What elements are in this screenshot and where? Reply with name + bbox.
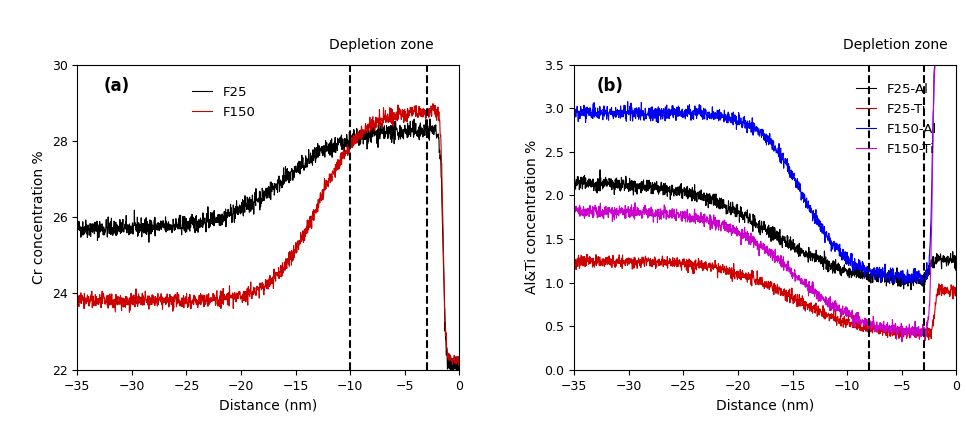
F25: [272, 177, 284, 182]
Legend: F25, F150: F25, F150: [187, 80, 261, 124]
F150-Al: [951, 30, 962, 35]
F25-Al: [662, 183, 673, 188]
Text: (a): (a): [104, 77, 130, 95]
Line: F150-Ti: F150-Ti: [574, 20, 956, 342]
F25-Ti: [769, 284, 781, 289]
Y-axis label: Cr concentration %: Cr concentration %: [32, 150, 46, 284]
F150-Al: [700, 108, 712, 113]
F150: [454, 355, 466, 360]
Line: F25-Al: F25-Al: [574, 170, 956, 290]
F150-Ti: [946, 25, 957, 31]
F25: [446, 371, 458, 376]
F25: [424, 117, 436, 122]
F25: [382, 126, 393, 131]
F150-Ti: [661, 208, 672, 213]
F25: [203, 225, 214, 230]
Line: F25-Ti: F25-Ti: [574, 254, 956, 341]
F25: [164, 226, 176, 231]
F150: [453, 363, 465, 368]
F150-Ti: [878, 325, 890, 330]
F25-Ti: [662, 263, 673, 268]
F150-Ti: [568, 206, 580, 212]
F25-Ti: [568, 258, 580, 263]
F150-Ti: [745, 242, 756, 247]
F150-Al: [896, 282, 908, 287]
F150: [164, 292, 176, 297]
F150-Ti: [896, 339, 908, 344]
F25-Al: [594, 167, 606, 172]
F25-Ti: [946, 282, 957, 287]
F150-Al: [878, 270, 890, 275]
X-axis label: Distance (nm): Distance (nm): [219, 398, 318, 412]
F150-Al: [661, 102, 672, 108]
F25-Al: [905, 287, 917, 292]
F150-Ti: [769, 254, 781, 259]
Text: Depletion zone: Depletion zone: [843, 38, 948, 52]
F25-Al: [700, 193, 712, 198]
Legend: F25-Al, F25-Ti, F150-Al, F150-Ti: F25-Al, F25-Ti, F150-Al, F150-Ti: [851, 77, 942, 161]
F25-Al: [568, 180, 580, 185]
Text: (b): (b): [597, 77, 624, 95]
F25: [448, 361, 460, 366]
F150: [382, 117, 393, 122]
F25-Al: [879, 270, 891, 276]
F150-Al: [769, 145, 781, 150]
F25-Ti: [951, 287, 962, 292]
F25-Ti: [700, 266, 712, 271]
F150: [272, 273, 284, 278]
F150-Al: [745, 122, 756, 127]
F150: [448, 354, 460, 359]
F25-Al: [745, 220, 756, 225]
F25-Ti: [745, 276, 756, 282]
F25-Al: [946, 256, 957, 261]
F25-Ti: [919, 338, 930, 343]
F25-Al: [951, 255, 962, 261]
Line: F150-Al: F150-Al: [574, 25, 956, 285]
Line: F25: F25: [77, 119, 460, 374]
F25-Ti: [582, 252, 593, 257]
F150-Al: [946, 36, 957, 41]
F150-Ti: [951, 26, 962, 31]
Y-axis label: Al&Ti concentration %: Al&Ti concentration %: [525, 140, 539, 294]
F150-Al: [568, 111, 580, 116]
F25-Al: [769, 227, 781, 232]
F150: [71, 303, 83, 308]
F150: [248, 289, 260, 294]
F25: [248, 212, 260, 217]
F150-Ti: [935, 18, 947, 23]
F150-Al: [939, 22, 951, 27]
Line: F150: F150: [77, 104, 460, 366]
F25: [454, 367, 466, 372]
Text: Depletion zone: Depletion zone: [328, 38, 434, 52]
F150: [203, 302, 214, 307]
X-axis label: Distance (nm): Distance (nm): [716, 398, 814, 412]
F150: [427, 101, 439, 106]
F25-Ti: [879, 329, 891, 335]
F25: [71, 224, 83, 229]
F150-Ti: [700, 219, 712, 224]
